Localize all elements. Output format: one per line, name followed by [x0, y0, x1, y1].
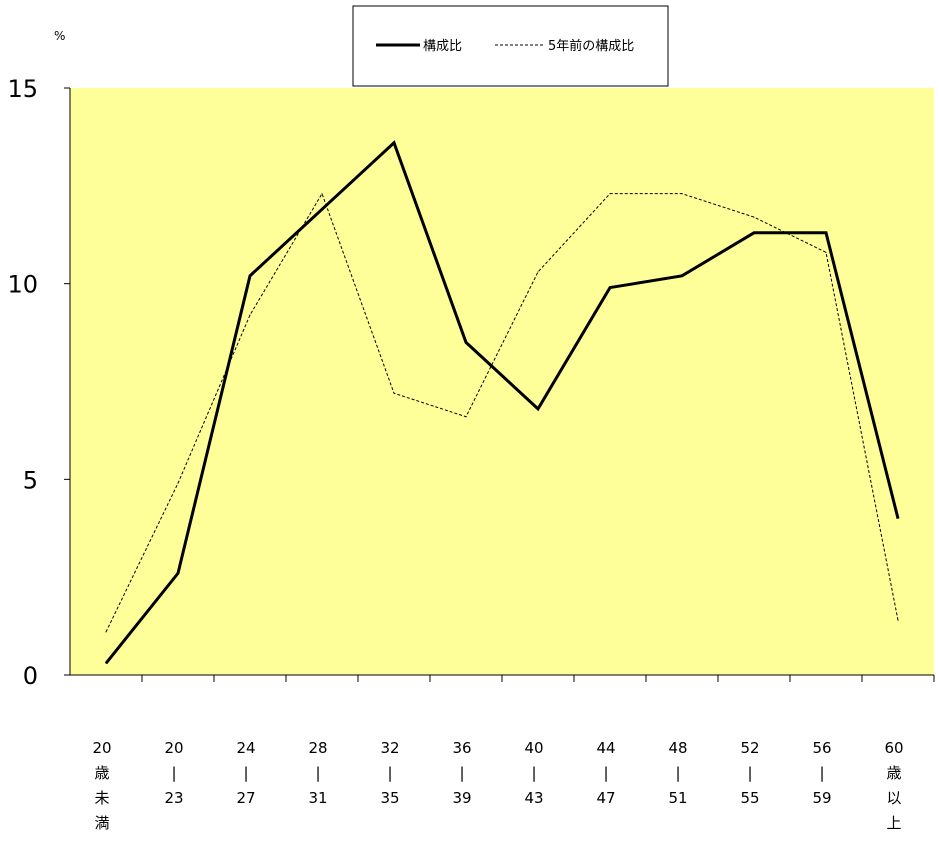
series-1-point	[105, 662, 107, 664]
series-1-point	[249, 275, 251, 277]
series-2-point	[681, 193, 683, 195]
series-1-point	[537, 408, 539, 410]
series-2-point	[105, 631, 107, 633]
x-tick-label: 36 | 39	[452, 739, 471, 807]
series-2-point	[393, 392, 395, 394]
y-tick-label: 10	[7, 271, 38, 299]
y-unit-label: %	[54, 29, 65, 43]
plot-area	[70, 88, 934, 675]
legend: 構成比 5年前の構成比	[352, 5, 669, 87]
series-1-point	[177, 572, 179, 574]
x-tick-label: 60 歳以上	[884, 739, 903, 832]
series-1-point	[753, 232, 755, 234]
x-tick-label: 20 歳未満	[92, 739, 111, 832]
series-2-point	[825, 251, 827, 253]
x-tick-label: 56 | 59	[812, 739, 831, 807]
series-2-point	[897, 619, 899, 621]
y-tick-label: 15	[7, 75, 38, 103]
series-1-point	[393, 142, 395, 144]
series-2-point	[609, 193, 611, 195]
series-2-point	[753, 216, 755, 218]
x-tick-label: 48 | 51	[668, 739, 687, 807]
series-1-point	[609, 287, 611, 289]
x-tick-label: 40 | 43	[524, 739, 543, 807]
x-tick-label: 20 | 23	[164, 739, 183, 807]
series-1-point	[825, 232, 827, 234]
legend-label-series-2: 5年前の構成比	[548, 38, 634, 54]
x-tick-label: 44 | 47	[596, 739, 615, 807]
y-axis-ticks: 0 5 10 15	[7, 75, 70, 690]
series-line-1	[104, 140, 900, 665]
series-1-point	[321, 208, 323, 210]
x-tick-label: 24 | 27	[236, 739, 255, 807]
series-2-point	[249, 314, 251, 316]
series-layer	[104, 140, 900, 665]
y-tick-label: 5	[23, 466, 38, 494]
series-2-point	[321, 193, 323, 195]
series-1-point	[897, 517, 899, 519]
series-line-2	[105, 192, 899, 633]
x-axis-ticks: 20 歳未満 20 | 23 24 | 27 28 | 31 32 | 35 36 | 39 40 | 43 44 | 47…	[92, 675, 935, 832]
y-tick-label: 0	[23, 662, 38, 690]
series-2-point	[465, 416, 467, 418]
series-2-point	[537, 271, 539, 273]
x-tick-label: 32 | 35	[380, 739, 399, 807]
series-1-point	[465, 341, 467, 343]
legend-label-series-1: 構成比	[423, 39, 462, 54]
x-tick-label: 52 | 55	[740, 739, 759, 807]
x-tick-label: 28 | 31	[308, 739, 327, 807]
series-2-point	[177, 482, 179, 484]
series-1-point	[681, 275, 683, 277]
